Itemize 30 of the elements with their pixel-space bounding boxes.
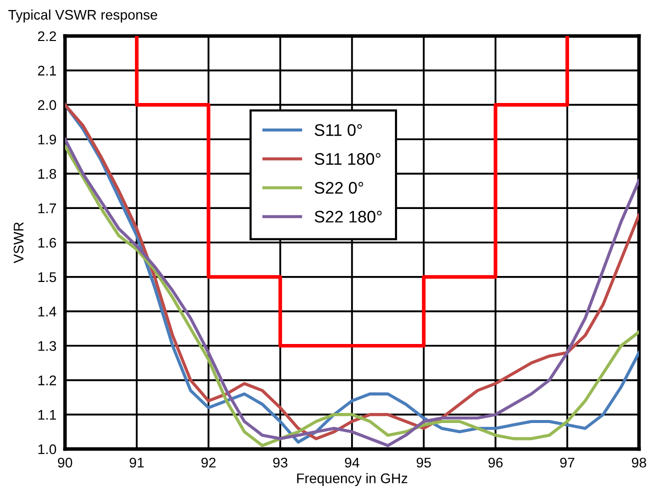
x-tick-label: 94 — [344, 458, 360, 468]
y-tick-label: 1.5 — [38, 272, 56, 282]
y-tick-label: 1.9 — [38, 134, 56, 144]
legend-label: S11 0° — [314, 124, 362, 136]
y-tick-label: 1.8 — [38, 169, 56, 179]
x-tick-label: 91 — [130, 458, 144, 468]
x-tick-label: 95 — [416, 458, 431, 468]
y-tick-label: 2.1 — [38, 66, 56, 76]
legend-label: S11 180° — [314, 153, 380, 165]
y-tick-label: 1.0 — [38, 444, 56, 454]
x-tick-label: 96 — [488, 458, 503, 468]
y-tick-label: 1.3 — [38, 341, 56, 351]
y-tick-label: 1.4 — [38, 306, 56, 316]
legend-label: S22 0° — [314, 182, 364, 194]
x-tick-label: 97 — [560, 458, 574, 468]
y-tick-label: 1.6 — [38, 238, 56, 248]
chart-title: Typical VSWR response — [8, 10, 158, 22]
line-series — [134, 36, 570, 348]
y-axis-title: VSWR — [14, 222, 24, 264]
x-tick-label: 93 — [273, 458, 288, 468]
x-axis-title: Frequency in GHz — [297, 473, 408, 486]
x-tick-label: 98 — [632, 458, 646, 468]
legend-label: S22 180° — [314, 210, 382, 223]
y-tick-label: 2.2 — [38, 31, 56, 42]
x-tick-label: 90 — [58, 458, 72, 468]
y-tick-label: 1.7 — [38, 204, 56, 214]
y-tick-label: 1.1 — [38, 410, 56, 420]
x-tick-label: 92 — [201, 458, 216, 468]
y-tick-label: 1.2 — [38, 376, 56, 386]
y-tick-label: 2.0 — [38, 100, 56, 110]
